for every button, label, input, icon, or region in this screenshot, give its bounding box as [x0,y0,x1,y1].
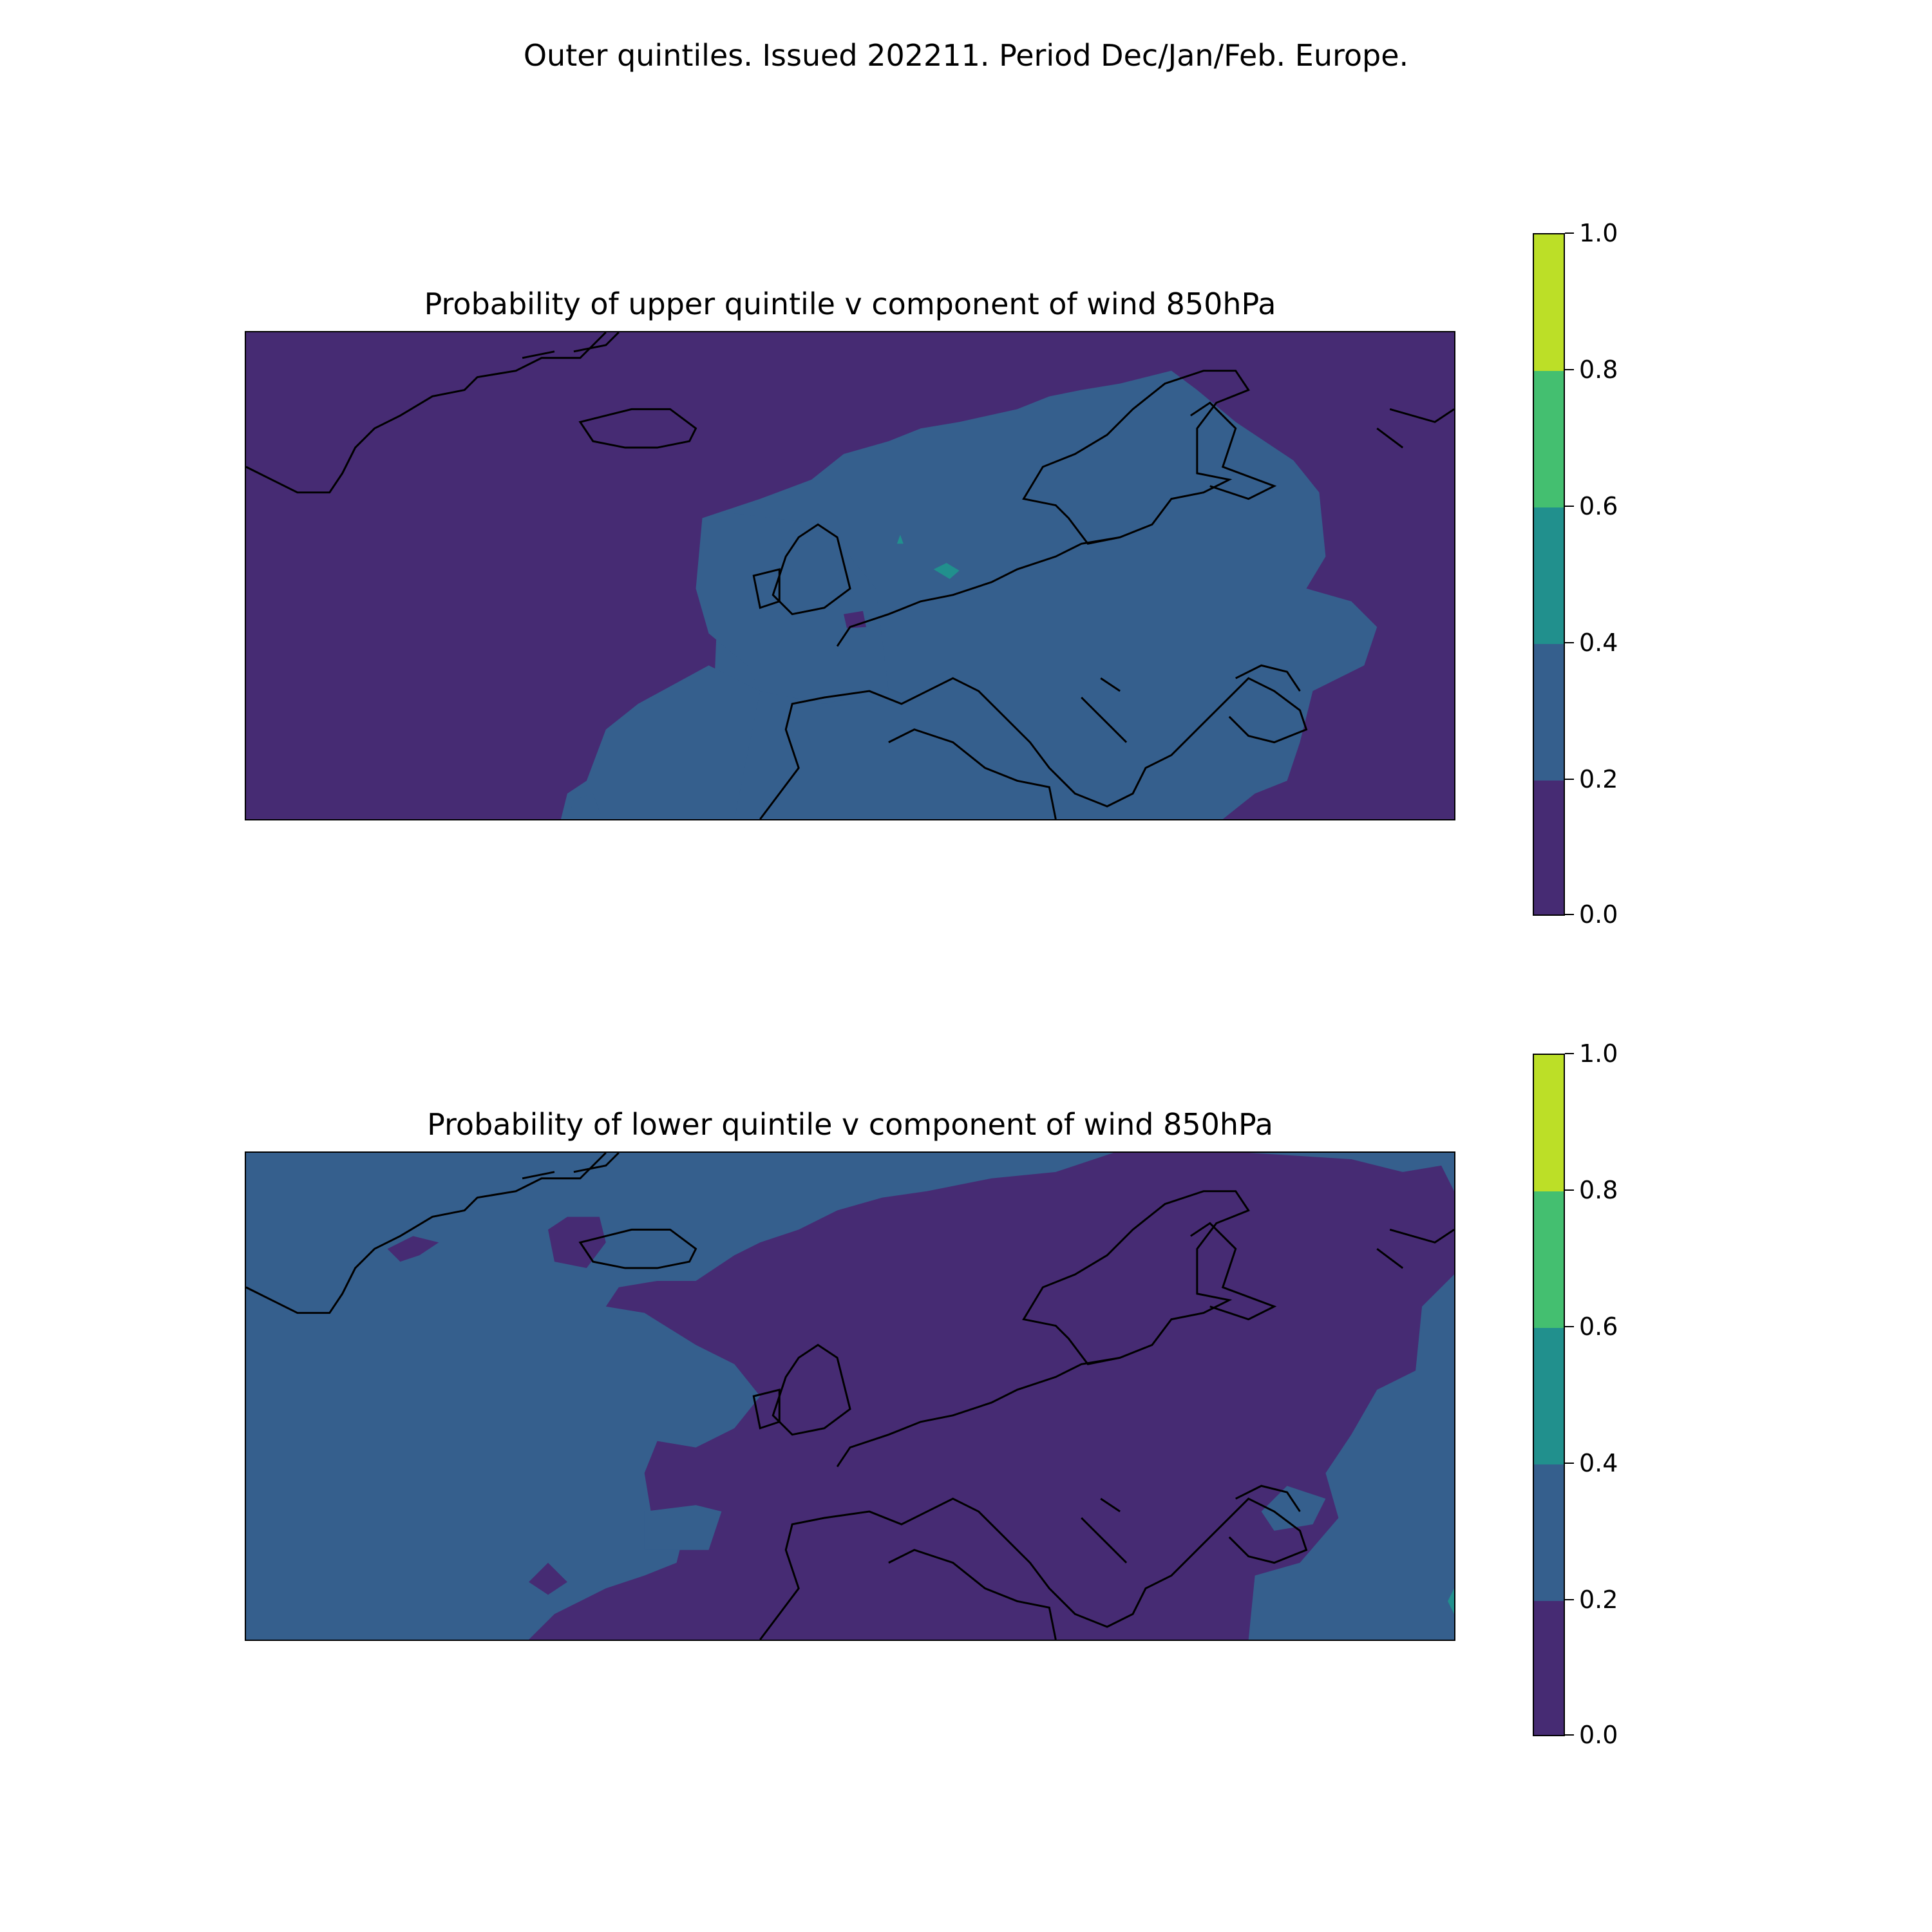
upper-colorbar-band-0.6-0.8 [1534,371,1564,507]
lower-panel-title: Probability of lower quintile v componen… [427,1107,1273,1142]
upper-field-mid [708,370,1378,819]
lower-coastlines [246,1153,1454,1640]
upper-colorbar-band-0.2-0.4 [1534,644,1564,781]
lower-field-high-patch [1448,1588,1454,1615]
lower-field-low [529,1153,1454,1640]
upper-colorbar [1533,233,1565,916]
lower-colorbar-band-0.0-0.2 [1534,1601,1564,1735]
upper-field-high-patch [933,563,960,579]
lower-colorbar-ticks: 1.0 0.8 0.6 0.4 0.2 0.0 [1565,1040,1694,1748]
lower-field-mid-blacksea [1261,1486,1326,1531]
upper-field-mid-west [696,511,889,704]
upper-coastlines [246,332,1454,819]
upper-field-mid-azores [567,793,603,819]
figure-suptitle: Outer quintiles. Issued 202211. Period D… [523,38,1409,73]
upper-field-mid-south [560,665,761,819]
upper-colorbar-band-0.8-1.0 [1534,234,1564,371]
upper-colorbar-band-0.4-0.6 [1534,507,1564,644]
lower-colorbar-band-0.4-0.6 [1534,1328,1564,1464]
lower-field-mid-iberia [644,1505,722,1550]
upper-field-high-patch-2 [896,535,904,544]
upper-quintile-map [245,331,1455,820]
lower-map-svg [246,1153,1454,1640]
lower-colorbar [1533,1054,1565,1736]
upper-colorbar-ticks: 1.0 0.8 0.6 0.4 0.2 0.0 [1565,220,1694,928]
lower-colorbar-band-0.8-1.0 [1534,1055,1564,1191]
lower-field-low-greenland [387,1236,439,1262]
upper-colorbar-band-0.0-0.2 [1534,781,1564,914]
upper-panel-title: Probability of upper quintile v componen… [424,287,1276,321]
lower-field-low-azores [529,1562,567,1595]
lower-quintile-map [245,1151,1455,1641]
lower-colorbar-band-0.2-0.4 [1534,1464,1564,1601]
upper-map-svg [246,332,1454,819]
lower-field-low-iceland [548,1217,606,1269]
lower-colorbar-band-0.6-0.8 [1534,1191,1564,1328]
